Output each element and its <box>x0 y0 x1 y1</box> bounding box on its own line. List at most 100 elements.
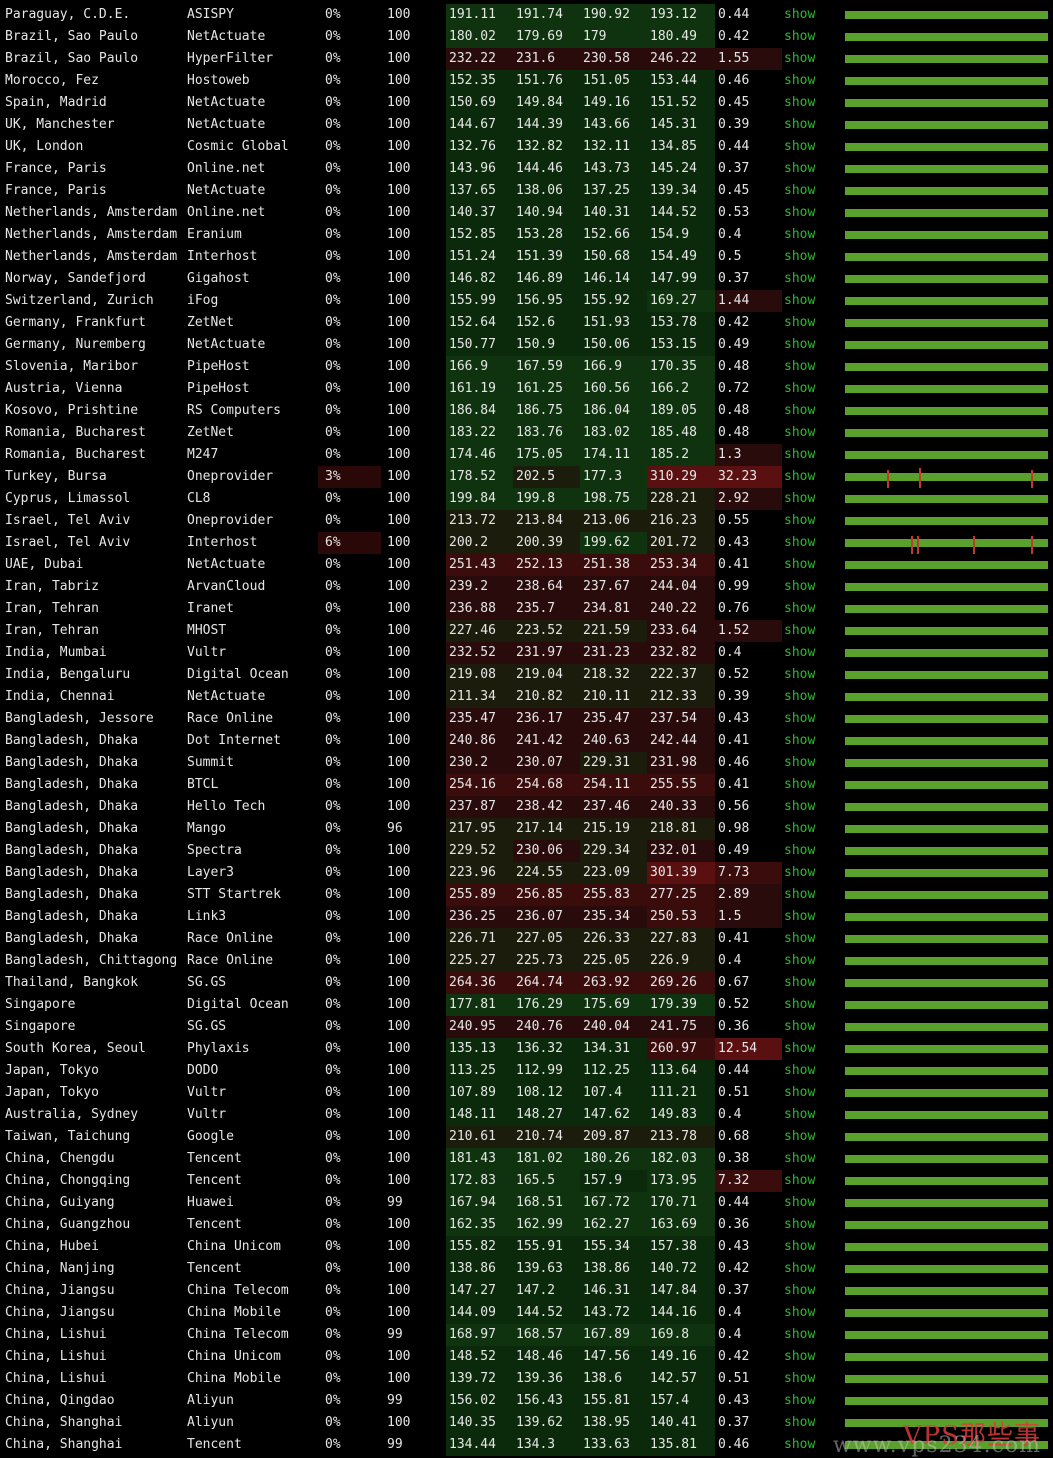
show-link[interactable]: show <box>784 290 834 312</box>
show-link[interactable]: show <box>784 1148 834 1170</box>
show-link[interactable]: show <box>784 1082 834 1104</box>
latency-stdev-cell: 0.42 <box>715 312 782 334</box>
show-link[interactable]: show <box>784 1126 834 1148</box>
packet-loss-cell: 0% <box>318 664 381 686</box>
latency-best-cell: 160.56 <box>580 378 647 400</box>
latency-graph-bar <box>845 1221 1048 1229</box>
show-link[interactable]: show <box>784 1390 834 1412</box>
latency-best-cell: 151.05 <box>580 70 647 92</box>
latency-worst-cell: 140.72 <box>647 1258 715 1280</box>
latency-spike <box>973 536 975 554</box>
latency-worst-cell: 145.31 <box>647 114 715 136</box>
latency-avg-cell: 252.13 <box>513 554 580 576</box>
latency-stdev-cell: 0.45 <box>715 92 782 114</box>
show-link[interactable]: show <box>784 1060 834 1082</box>
show-link[interactable]: show <box>784 1258 834 1280</box>
show-link[interactable]: show <box>784 466 834 488</box>
show-link[interactable]: show <box>784 994 834 1016</box>
show-link[interactable]: show <box>784 92 834 114</box>
show-link[interactable]: show <box>784 532 834 554</box>
show-link[interactable]: show <box>784 642 834 664</box>
show-link[interactable]: show <box>784 620 834 642</box>
show-link[interactable]: show <box>784 1302 834 1324</box>
show-link[interactable]: show <box>784 840 834 862</box>
latency-best-cell: 138.6 <box>580 1368 647 1390</box>
latency-graph <box>845 730 1048 752</box>
show-link[interactable]: show <box>784 378 834 400</box>
latency-graph-bar <box>845 935 1048 943</box>
show-link[interactable]: show <box>784 1368 834 1390</box>
show-link[interactable]: show <box>784 224 834 246</box>
show-link[interactable]: show <box>784 1192 834 1214</box>
show-link[interactable]: show <box>784 48 834 70</box>
show-link[interactable]: show <box>784 1280 834 1302</box>
show-link[interactable]: show <box>784 422 834 444</box>
latency-graph <box>845 510 1048 532</box>
show-link[interactable]: show <box>784 1236 834 1258</box>
show-link[interactable]: show <box>784 356 834 378</box>
show-link[interactable]: show <box>784 972 834 994</box>
show-link[interactable]: show <box>784 202 834 224</box>
show-link[interactable]: show <box>784 444 834 466</box>
show-link[interactable]: show <box>784 774 834 796</box>
latency-graph <box>845 598 1048 620</box>
show-link[interactable]: show <box>784 4 834 26</box>
show-link[interactable]: show <box>784 70 834 92</box>
show-link[interactable]: show <box>784 1104 834 1126</box>
packets-sent-cell: 100 <box>387 752 442 774</box>
show-link[interactable]: show <box>784 246 834 268</box>
show-link[interactable]: show <box>784 1016 834 1038</box>
location-cell: Bangladesh, Dhaka <box>5 906 185 928</box>
provider-cell: Spectra <box>187 840 322 862</box>
location-cell: Netherlands, Amsterdam <box>5 202 185 224</box>
show-link[interactable]: show <box>784 268 834 290</box>
show-link[interactable]: show <box>784 818 834 840</box>
latency-last-cell: 140.35 <box>446 1412 513 1434</box>
show-link[interactable]: show <box>784 862 834 884</box>
show-link[interactable]: show <box>784 576 834 598</box>
latency-best-cell: 150.68 <box>580 246 647 268</box>
provider-cell: ZetNet <box>187 422 322 444</box>
show-link[interactable]: show <box>784 554 834 576</box>
location-cell: Austria, Vienna <box>5 378 185 400</box>
show-link[interactable]: show <box>784 906 834 928</box>
latency-avg-cell: 152.6 <box>513 312 580 334</box>
location-cell: Morocco, Fez <box>5 70 185 92</box>
show-link[interactable]: show <box>784 26 834 48</box>
show-link[interactable]: show <box>784 752 834 774</box>
show-link[interactable]: show <box>784 1324 834 1346</box>
show-link[interactable]: show <box>784 488 834 510</box>
show-link[interactable]: show <box>784 180 834 202</box>
show-link[interactable]: show <box>784 1434 834 1456</box>
latency-last-cell: 144.67 <box>446 114 513 136</box>
show-link[interactable]: show <box>784 928 834 950</box>
packets-sent-cell: 100 <box>387 1082 442 1104</box>
show-link[interactable]: show <box>784 1170 834 1192</box>
show-link[interactable]: show <box>784 334 834 356</box>
packet-loss-cell: 0% <box>318 92 381 114</box>
show-link[interactable]: show <box>784 686 834 708</box>
show-link[interactable]: show <box>784 1346 834 1368</box>
show-link[interactable]: show <box>784 1214 834 1236</box>
show-link[interactable]: show <box>784 884 834 906</box>
show-link[interactable]: show <box>784 1412 834 1434</box>
show-link[interactable]: show <box>784 510 834 532</box>
show-link[interactable]: show <box>784 730 834 752</box>
show-link[interactable]: show <box>784 708 834 730</box>
show-link[interactable]: show <box>784 796 834 818</box>
show-link[interactable]: show <box>784 664 834 686</box>
show-link[interactable]: show <box>784 114 834 136</box>
latency-last-cell: 236.25 <box>446 906 513 928</box>
show-link[interactable]: show <box>784 312 834 334</box>
show-link[interactable]: show <box>784 400 834 422</box>
show-link[interactable]: show <box>784 598 834 620</box>
latency-avg-cell: 175.05 <box>513 444 580 466</box>
show-link[interactable]: show <box>784 136 834 158</box>
show-link[interactable]: show <box>784 1038 834 1060</box>
show-link[interactable]: show <box>784 158 834 180</box>
latency-last-cell: 137.65 <box>446 180 513 202</box>
show-link[interactable]: show <box>784 950 834 972</box>
